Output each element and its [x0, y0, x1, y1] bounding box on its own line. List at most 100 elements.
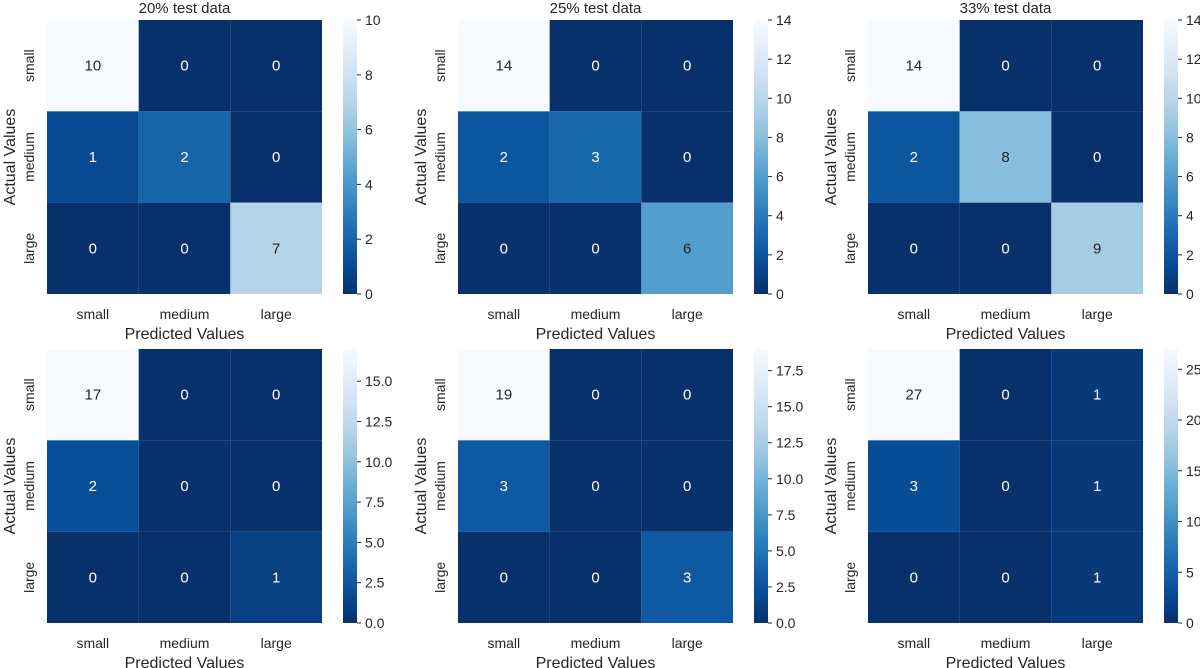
colorbar-tick-label: 8 [776, 129, 784, 145]
y-tick-label: large [842, 233, 858, 264]
cell-value-label: 19 [495, 387, 512, 404]
cell-value-label: 0 [1001, 569, 1009, 586]
colorbar-tick-label: 7.5 [365, 494, 385, 510]
cell-value-label: 0 [1093, 58, 1101, 75]
heatmap-cell [868, 20, 960, 112]
colorbar [1164, 349, 1178, 623]
colorbar [754, 20, 768, 294]
y-tick-label: medium [21, 132, 37, 182]
cell-value-label: 1 [1093, 387, 1101, 404]
colorbar-tick-label: 5.0 [365, 534, 385, 550]
heatmap-cell [138, 440, 231, 532]
cell-value-label: 0 [1001, 478, 1009, 495]
cell-value-label: 10 [84, 58, 101, 75]
y-tick-label: medium [21, 461, 37, 511]
heatmap-cell [458, 440, 550, 532]
y-axis-label: Actual Values [2, 438, 19, 535]
heatmap-cell [458, 531, 550, 623]
x-tick-label: small [897, 306, 930, 322]
colorbar-tick-label: 10 [365, 12, 381, 28]
y-tick-label: medium [842, 461, 858, 511]
y-tick-label: small [432, 49, 448, 82]
cell-value-label: 14 [905, 58, 922, 75]
cell-value-label: 3 [500, 478, 508, 495]
y-tick-label: large [432, 562, 448, 593]
heatmap-cell [1051, 349, 1143, 441]
y-axis-label: Actual Values [2, 109, 19, 206]
colorbar-tick-label: 0.0 [365, 615, 385, 631]
heatmap-cell [549, 531, 642, 623]
heatmap-cell [1051, 20, 1143, 112]
heatmap-cell [1051, 531, 1143, 623]
colorbar-tick-label: 2 [1186, 247, 1194, 263]
colorbar-tick-label: 4 [776, 208, 784, 224]
heatmap-cell [138, 202, 231, 294]
cell-value-label: 0 [683, 387, 691, 404]
heatmap-cell [959, 111, 1052, 203]
heatmap-cell [138, 111, 231, 203]
heatmap-cell [641, 531, 733, 623]
x-axis-label: Predicted Values [125, 655, 245, 668]
heatmap-cell [549, 111, 642, 203]
cell-value-label: 1 [1093, 569, 1101, 586]
colorbar-tick-label: 6 [1186, 169, 1194, 185]
cell-value-label: 0 [591, 387, 599, 404]
heatmap-cell [458, 349, 550, 441]
colorbar-tick-label: 8 [1186, 129, 1194, 145]
colorbar-tick-label: 7.5 [776, 507, 796, 523]
heatmap-panel-1: 20% test data 10 0 0 1 2 0 0 0 7 small medium large P… [2, 0, 381, 343]
cell-value-label: 2 [500, 149, 508, 166]
heatmap-cell [230, 440, 322, 532]
cell-value-label: 0 [1001, 58, 1009, 75]
cell-value-label: 8 [1001, 149, 1009, 166]
cell-value-label: 0 [683, 58, 691, 75]
colorbar-tick-label: 0 [1186, 615, 1194, 631]
cell-value-label: 0 [683, 149, 691, 166]
heatmap-cell [138, 20, 231, 112]
colorbar-tick-label: 2.5 [776, 579, 796, 595]
cell-value-label: 0 [180, 58, 188, 75]
x-tick-label: medium [571, 306, 621, 322]
panel-title: 33% test data [960, 0, 1052, 17]
colorbar-tick-label: 15.0 [776, 399, 803, 415]
cell-value-label: 3 [591, 149, 599, 166]
cell-value-label: 0 [910, 569, 918, 586]
colorbar-tick-label: 25 [1186, 361, 1200, 377]
colorbar-tick-label: 10 [776, 90, 792, 106]
cell-value-label: 14 [495, 58, 512, 75]
x-tick-label: medium [981, 635, 1031, 651]
x-tick-label: large [672, 635, 703, 651]
y-tick-label: large [21, 233, 37, 264]
x-tick-label: medium [981, 306, 1031, 322]
colorbar-tick-label: 14 [1186, 12, 1200, 28]
colorbar [754, 349, 768, 623]
colorbar-tick-label: 4 [1186, 208, 1194, 224]
x-tick-label: large [261, 306, 292, 322]
y-axis-label: Actual Values [823, 109, 840, 206]
heatmap-cell [641, 111, 733, 203]
cell-value-label: 0 [272, 149, 280, 166]
colorbar-tick-label: 0 [1186, 286, 1194, 302]
heatmap-panel-5: 19 0 0 3 0 0 0 0 3 small medium large Predicted Valu… [413, 349, 803, 668]
cell-value-label: 0 [1093, 149, 1101, 166]
colorbar-tick-label: 8 [365, 67, 373, 83]
y-tick-label: medium [432, 132, 448, 182]
colorbar-tick-label: 6 [776, 169, 784, 185]
heatmap-cell [868, 531, 960, 623]
colorbar [1164, 20, 1178, 294]
heatmap-cell [138, 349, 231, 441]
heatmap-cell [868, 111, 960, 203]
x-tick-label: large [672, 306, 703, 322]
heatmap-cell [458, 111, 550, 203]
cell-value-label: 2 [89, 478, 97, 495]
x-axis-label: Predicted Values [536, 655, 656, 668]
colorbar-tick-label: 14 [776, 12, 792, 28]
colorbar-tick-label: 10.0 [365, 454, 392, 470]
y-tick-label: large [432, 233, 448, 264]
x-tick-label: small [76, 635, 109, 651]
heatmap-cell [641, 20, 733, 112]
colorbar-tick-label: 4 [365, 176, 373, 192]
y-tick-label: small [432, 378, 448, 411]
cell-value-label: 0 [180, 240, 188, 257]
